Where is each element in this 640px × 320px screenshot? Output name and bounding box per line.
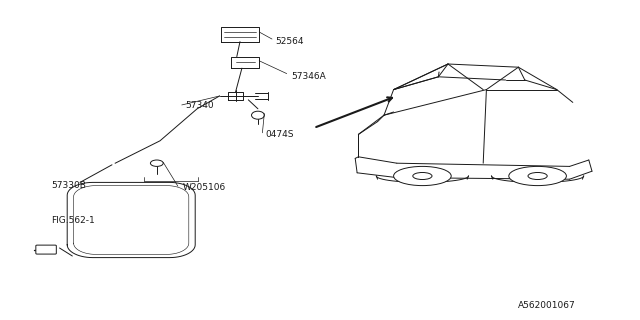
Text: 52564: 52564 — [275, 37, 304, 46]
Text: 57330B: 57330B — [51, 181, 86, 190]
Ellipse shape — [252, 111, 264, 119]
Text: A562001067: A562001067 — [518, 301, 576, 310]
Ellipse shape — [413, 172, 432, 180]
Text: 57346A: 57346A — [291, 72, 326, 81]
Text: FIG.562-1: FIG.562-1 — [51, 216, 95, 225]
Ellipse shape — [528, 172, 547, 180]
Text: 0474S: 0474S — [266, 130, 294, 139]
Ellipse shape — [394, 166, 451, 186]
Ellipse shape — [509, 166, 566, 186]
Circle shape — [150, 160, 163, 166]
Text: W205106: W205106 — [182, 183, 226, 192]
Text: 57340: 57340 — [186, 101, 214, 110]
FancyBboxPatch shape — [36, 245, 56, 254]
